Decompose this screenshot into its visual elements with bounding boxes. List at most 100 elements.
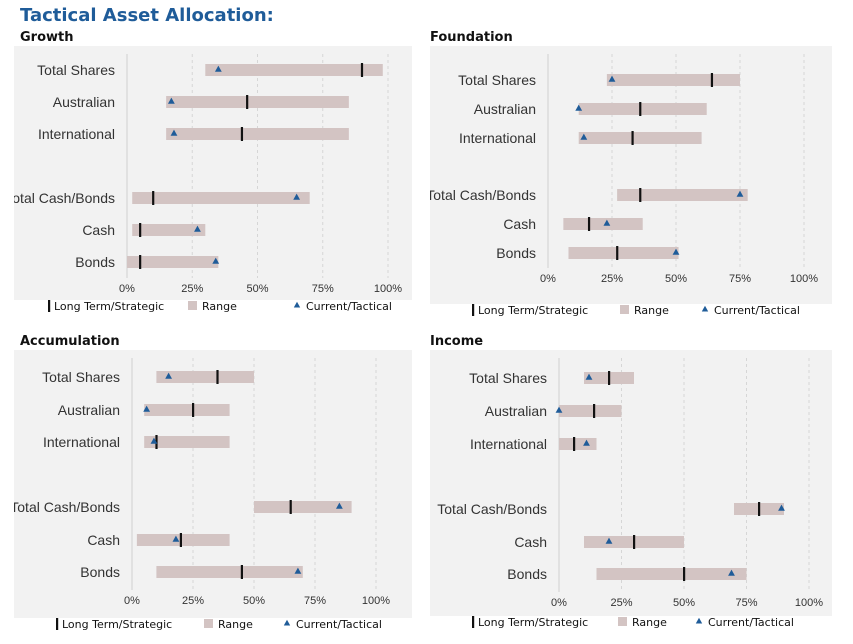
strategic-marker	[710, 73, 714, 87]
legend-strategic-label: Long Term/Strategic	[54, 300, 164, 313]
tactical-marker	[167, 97, 175, 104]
accumulation-chart: 0% 25% 50% 75% 100% Total Shares Australian Int…	[14, 350, 412, 631]
range-bar	[136, 534, 230, 546]
x-tick-label: 25%	[181, 283, 203, 295]
strategic-marker	[587, 217, 591, 231]
range-bar	[144, 404, 230, 416]
category-label: Australian	[58, 402, 120, 418]
strategic-marker	[179, 533, 182, 547]
tactical-marker	[293, 193, 301, 200]
strategic-marker	[639, 102, 642, 116]
range-bar	[578, 132, 702, 144]
legend-strategic-label: Long Term/Strategic	[62, 618, 172, 631]
legend-range-swatch	[618, 617, 627, 626]
strategic-marker	[633, 535, 636, 549]
legend-tactical-label: Current/Tactical	[296, 618, 382, 631]
strategic-marker	[155, 435, 158, 449]
legend-range-label: Range	[634, 304, 669, 317]
range-bar	[156, 371, 254, 383]
tactical-marker	[605, 537, 613, 544]
strategic-marker	[616, 246, 619, 260]
tactical-marker	[672, 248, 680, 255]
x-tick-label: 0%	[119, 283, 135, 295]
range-bar	[132, 192, 310, 204]
strategic-marker	[631, 131, 634, 145]
range-bar	[156, 566, 303, 578]
category-label: International	[38, 126, 115, 142]
legend-strategic-swatch	[472, 304, 475, 316]
category-label: Bonds	[75, 254, 115, 270]
x-tick-label: 25%	[601, 273, 623, 285]
legend-tactical-swatch	[293, 301, 301, 308]
category-label: Australian	[474, 101, 536, 117]
tactical-marker	[170, 129, 178, 136]
tactical-marker	[165, 372, 172, 379]
legend-tactical-label: Current/Tactical	[708, 616, 794, 629]
x-tick-label: 75%	[304, 595, 326, 607]
category-label: Total Shares	[458, 72, 536, 88]
category-label: Australian	[485, 403, 547, 419]
legend-tactical-label: Current/Tactical	[306, 300, 392, 313]
strategic-marker	[152, 191, 155, 205]
category-label: Total Shares	[37, 62, 115, 78]
range-bar	[596, 568, 747, 580]
tactical-marker	[778, 504, 785, 511]
tactical-marker	[603, 219, 611, 226]
strategic-marker	[139, 255, 142, 269]
category-label: Cash	[514, 534, 547, 550]
category-label: Bonds	[80, 564, 120, 580]
x-tick-label: 0%	[540, 273, 556, 285]
range-bar	[568, 247, 679, 259]
category-label: Bonds	[496, 245, 536, 261]
x-tick-label: 75%	[735, 597, 757, 609]
tactical-marker	[585, 373, 593, 380]
range-bar	[166, 96, 349, 108]
legend-tactical-swatch	[701, 305, 709, 312]
range-bar	[606, 74, 740, 86]
strategic-marker	[246, 95, 249, 109]
category-label: Total Cash/Bonds	[437, 501, 547, 517]
range-bar	[578, 103, 707, 115]
category-label: Cash	[87, 532, 120, 548]
legend-strategic-swatch	[56, 618, 59, 630]
legend-strategic-label: Long Term/Strategic	[478, 616, 588, 629]
category-label: Total Cash/Bonds	[14, 190, 115, 206]
category-label: International	[470, 436, 547, 452]
tactical-marker	[575, 104, 583, 111]
range-bar	[559, 438, 597, 450]
tactical-marker	[336, 502, 343, 509]
tactical-marker	[583, 439, 590, 446]
strategic-marker	[139, 223, 142, 237]
category-label: International	[43, 434, 120, 450]
tactical-marker	[150, 437, 158, 444]
page-title: Tactical Asset Allocation:	[20, 5, 274, 26]
legend-range-swatch	[620, 305, 629, 314]
category-label: Total Shares	[42, 369, 120, 385]
income-chart: 0% 25% 50% 75% 100% Total Shares Australian Int…	[430, 350, 832, 629]
strategic-marker	[360, 63, 364, 77]
category-label: Australian	[53, 94, 115, 110]
income-title: Income	[430, 334, 484, 349]
tactical-marker	[608, 75, 616, 82]
range-bar	[563, 218, 643, 230]
strategic-marker	[639, 188, 642, 202]
tactical-marker	[580, 133, 588, 140]
x-tick-label: 50%	[243, 595, 265, 607]
tactical-marker	[212, 257, 220, 264]
strategic-marker	[758, 502, 761, 516]
range-bar	[205, 64, 383, 76]
x-tick-label: 75%	[729, 273, 751, 285]
strategic-marker	[216, 370, 219, 384]
legend-tactical-swatch	[283, 619, 291, 626]
x-tick-label: 100%	[374, 283, 402, 295]
x-tick-label: 0%	[551, 597, 567, 609]
x-tick-label: 100%	[362, 595, 390, 607]
legend-range-label: Range	[218, 618, 253, 631]
strategic-marker	[683, 567, 686, 581]
range-bar	[617, 189, 748, 201]
legend-range-label: Range	[202, 300, 237, 313]
strategic-marker	[192, 403, 195, 417]
legend-tactical-label: Current/Tactical	[714, 304, 800, 317]
strategic-marker	[289, 500, 292, 514]
x-tick-label: 0%	[124, 595, 140, 607]
